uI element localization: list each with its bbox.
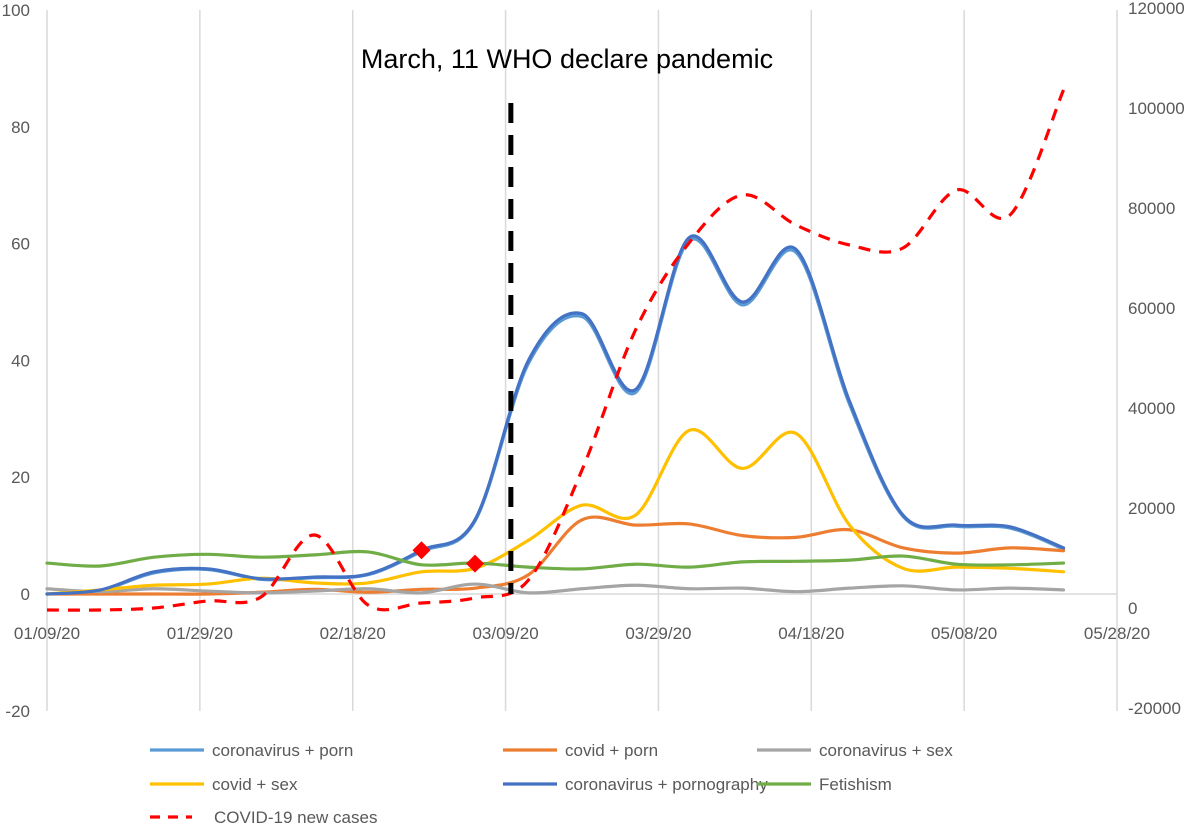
y-tick-label: -20 [5, 702, 30, 721]
y2-tick-label: 100000 [1128, 99, 1185, 118]
diamond-marker [466, 554, 484, 573]
grid [199, 10, 965, 711]
y2-tick-label: 40000 [1128, 399, 1175, 418]
series-line-coronavirus-sex [45, 582, 1066, 595]
legend-item: coronavirus + pornography [503, 775, 768, 794]
annotation-label: March, 11 WHO declare pandemic [361, 44, 773, 74]
x-tick-label: 03/29/20 [625, 624, 691, 643]
series-line-coronavirus-pornography [45, 234, 1066, 596]
legend: coronavirus + porn covid + porn coronaviru… [150, 741, 953, 827]
y2-tick-label: 80000 [1128, 199, 1175, 218]
y-tick-label: 0 [21, 585, 30, 604]
y-tick-label: 80 [11, 118, 30, 137]
y-tick-label: 100 [2, 1, 30, 20]
y2-tick-label: 20000 [1128, 499, 1175, 518]
legend-label: coronavirus + pornography [565, 775, 768, 794]
annotation: March, 11 WHO declare pandemic [361, 44, 773, 594]
x-tick-label: 02/18/20 [320, 624, 386, 643]
y-tick-label: 60 [11, 235, 30, 254]
legend-item: covid + porn [503, 741, 658, 760]
legend-item: coronavirus + sex [757, 741, 953, 760]
y-tick-label: 20 [11, 468, 30, 487]
legend-item: covid + sex [150, 775, 298, 794]
y2-tick-label: 120000 [1128, 0, 1185, 18]
legend-label: COVID-19 new cases [214, 808, 377, 827]
legend-label: coronavirus + porn [212, 741, 353, 760]
series-line-covid-sex [45, 428, 1066, 596]
y2-tick-label: 0 [1128, 599, 1137, 618]
series-line-fetishism [45, 549, 1066, 571]
legend-label: covid + porn [565, 741, 658, 760]
x-tick-label: 03/09/20 [472, 624, 538, 643]
x-tick-label: 04/18/20 [778, 624, 844, 643]
x-tick-label: 05/08/20 [931, 624, 997, 643]
x-tick-label: 01/29/20 [167, 624, 233, 643]
legend-item: coronavirus + porn [150, 741, 353, 760]
legend-item: Fetishism [757, 775, 892, 794]
series-line-covid-19-new-cases [46, 89, 1065, 612]
y-tick-label: 40 [11, 351, 30, 370]
diamond-marker [412, 541, 431, 560]
legend-label: coronavirus + sex [819, 741, 953, 760]
legend-label: covid + sex [212, 775, 298, 794]
legend-label: Fetishism [819, 775, 892, 794]
y2-tick-label: -20000 [1128, 699, 1181, 718]
axes: 01/09/20 01/29/20 02/18/20 03/09/20 03/29/20… [2, 0, 1185, 721]
markers [412, 541, 484, 573]
legend-item: COVID-19 new cases [150, 808, 377, 827]
y2-tick-label: 60000 [1128, 299, 1175, 318]
series-line-covid-porn [45, 515, 1066, 596]
series-lines [45, 89, 1066, 612]
